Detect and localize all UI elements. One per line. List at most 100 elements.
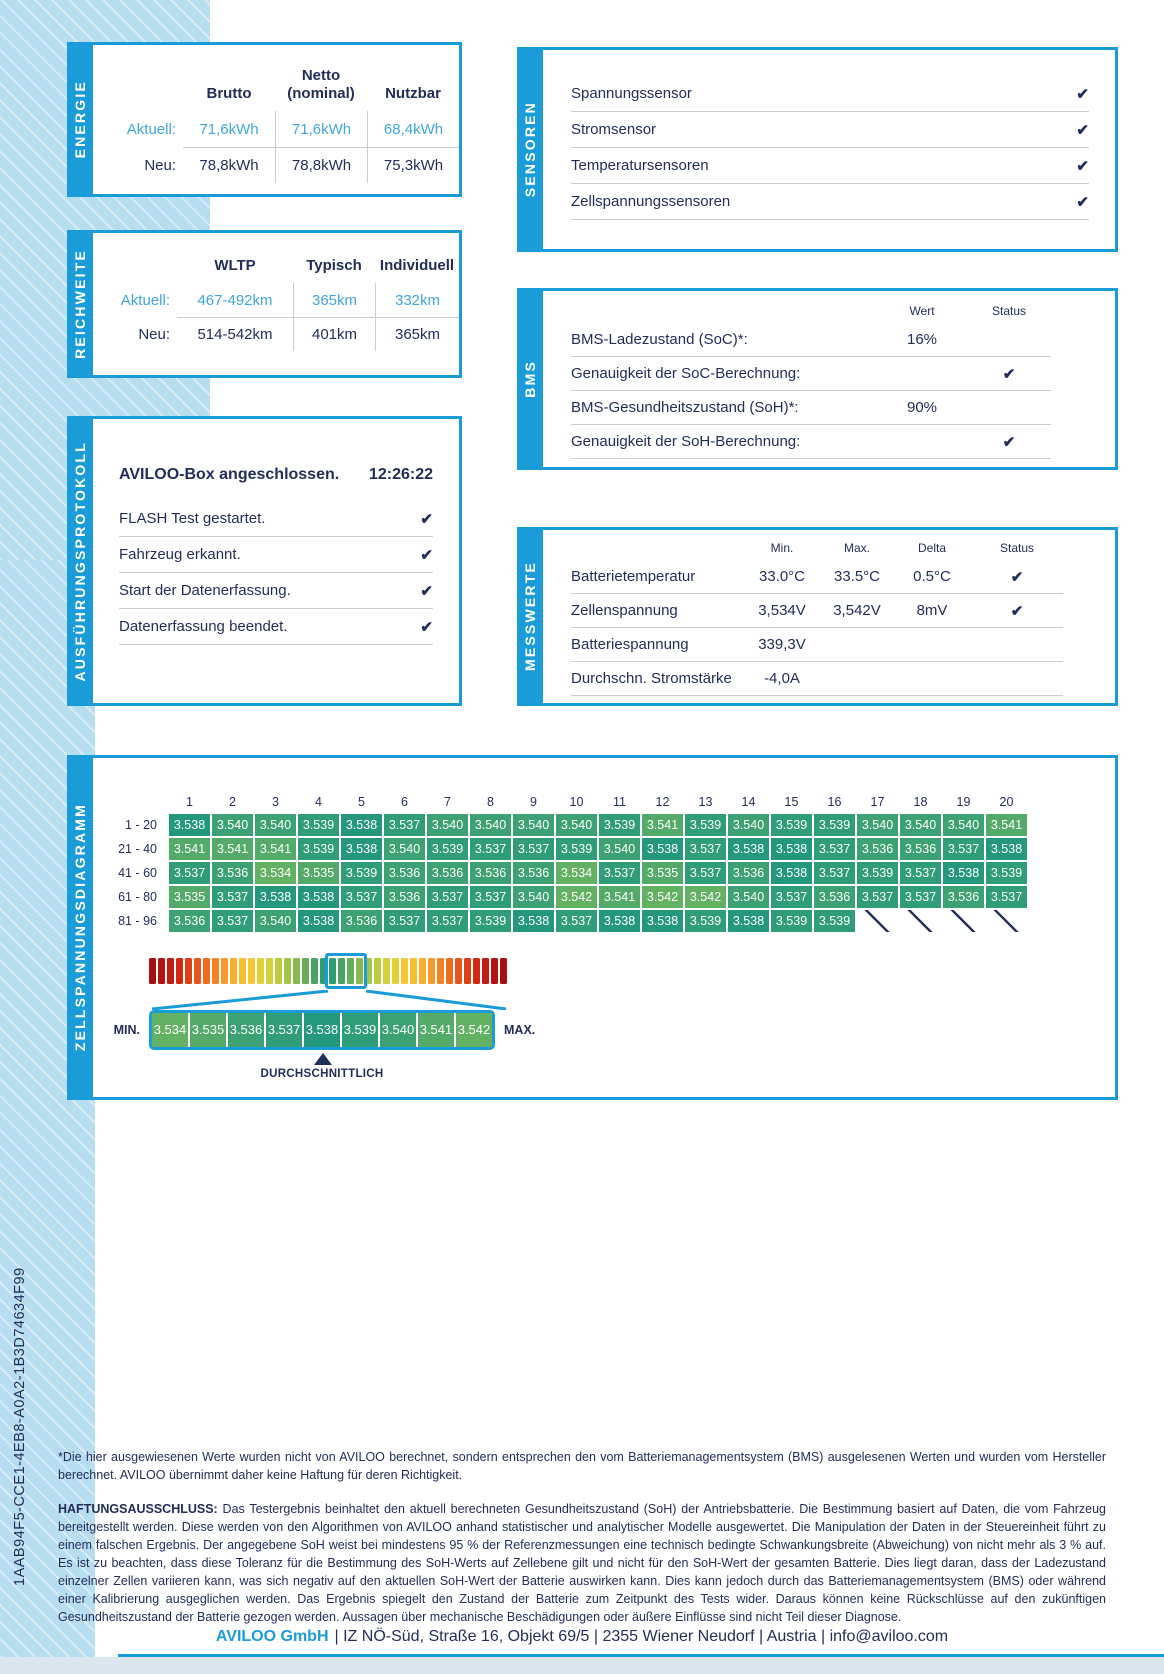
min-value: 33.0°C bbox=[758, 568, 806, 585]
disclaimer-text: Das Testergebnis beinhaltet den aktuell … bbox=[58, 1502, 1106, 1624]
diagramm-label-bar: ZELLSPANNUNGSDIAGRAMM bbox=[67, 755, 93, 1100]
cell-voltage-value: 3.537 bbox=[771, 886, 812, 908]
check-icon: ✔ bbox=[1010, 568, 1024, 586]
cell-voltage-value: 3.538 bbox=[298, 910, 339, 932]
column-header: 1 bbox=[186, 795, 193, 809]
cell-voltage-value: 3.537 bbox=[986, 886, 1027, 908]
column-header: 17 bbox=[870, 795, 885, 809]
gradient-segment bbox=[239, 958, 246, 984]
cell-voltage-value: 3.538 bbox=[341, 838, 382, 860]
bms-row-label: BMS-Ladezustand (SoC)*: bbox=[571, 331, 748, 348]
gradient-bar bbox=[149, 958, 507, 984]
bms-row-value: 16% bbox=[906, 331, 938, 348]
section-reichweite: REICHWEITE WLTP Typisch Individuell Aktu… bbox=[67, 230, 462, 378]
cell-voltage-value: 3.539 bbox=[470, 910, 511, 932]
column-header: 13 bbox=[698, 795, 713, 809]
check-icon: ✔ bbox=[1010, 602, 1024, 620]
gradient-segment bbox=[176, 958, 183, 984]
reichweite-table: WLTP Typisch Individuell Aktuell: 467-49… bbox=[93, 233, 459, 351]
cell-voltage-value: 3.537 bbox=[513, 838, 554, 860]
gradient-segment bbox=[401, 958, 408, 984]
column-header: 18 bbox=[913, 795, 928, 809]
cell-voltage-value: 3.538 bbox=[642, 910, 683, 932]
cell-voltage-value: 3.534 bbox=[556, 862, 597, 884]
cell-voltage-value: 3.539 bbox=[298, 814, 339, 836]
disclaimer: HAFTUNGSAUSSCHLUSS: Das Testergebnis bei… bbox=[58, 1500, 1106, 1626]
column-header: 20 bbox=[999, 795, 1014, 809]
gradient-segment bbox=[266, 958, 273, 984]
cell-voltage-value: 3.537 bbox=[685, 838, 726, 860]
col-header: Typisch bbox=[306, 257, 362, 275]
cell-voltage-value: 3.540 bbox=[384, 838, 425, 860]
messwerte-row-label: Batterietemperatur bbox=[571, 568, 696, 585]
check-icon: ✔ bbox=[420, 510, 433, 528]
row-label: Neu: bbox=[138, 325, 170, 343]
col-header: Nutzbar bbox=[385, 85, 441, 103]
column-header: 4 bbox=[315, 795, 322, 809]
column-header: 6 bbox=[401, 795, 408, 809]
cell-voltage-value: 3.539 bbox=[986, 862, 1027, 884]
cell-voltage-value: 3.536 bbox=[857, 838, 898, 860]
reichweite-label: REICHWEITE bbox=[72, 249, 88, 359]
max-value: 33.5°C bbox=[833, 568, 881, 585]
cell-voltage-value: 3.538 bbox=[298, 886, 339, 908]
column-header: 14 bbox=[741, 795, 756, 809]
cell-voltage-value: 3.536 bbox=[728, 862, 769, 884]
messwerte-col-header: Status bbox=[999, 541, 1035, 555]
gradient-segment bbox=[185, 958, 192, 984]
cell-voltage-value: 3.541 bbox=[642, 814, 683, 836]
gradient-segment bbox=[365, 958, 372, 984]
gradient-segment bbox=[410, 958, 417, 984]
bms-col-header: Wert bbox=[909, 304, 935, 318]
row-label: 81 - 96 bbox=[118, 914, 157, 928]
cell-voltage-value: 3.538 bbox=[986, 838, 1027, 860]
energie-box: Brutto Netto (nominal) Nutzbar Aktuell: … bbox=[93, 42, 462, 197]
cell-voltage-value: 3.542 bbox=[642, 886, 683, 908]
messwerte-row-label: Batteriespannung bbox=[571, 636, 689, 653]
gradient-segment bbox=[257, 958, 264, 984]
cell-voltage-value: 3.540 bbox=[255, 814, 296, 836]
cell-voltage-value: 3.538 bbox=[642, 838, 683, 860]
value-cell: 365km bbox=[375, 317, 459, 351]
gradient-highlight-box bbox=[325, 953, 367, 989]
cell-voltage-value: 3.537 bbox=[341, 886, 382, 908]
value-cell: 467-492km bbox=[197, 291, 273, 309]
cell-voltage-value: 3.537 bbox=[599, 862, 640, 884]
section-sensoren: SENSOREN Spannungssensor ✔ Stromsensor ✔ T… bbox=[517, 47, 1118, 252]
energie-label-bar: ENERGIE bbox=[67, 42, 93, 197]
protokoll-header-text: AVILOO-Box angeschlossen. bbox=[119, 466, 340, 483]
sensoren-label: SENSOREN bbox=[522, 101, 538, 198]
cell-voltage-value: 3.539 bbox=[814, 910, 855, 932]
check-icon: ✔ bbox=[1076, 85, 1089, 103]
cell-voltage-value: 3.538 bbox=[599, 910, 640, 932]
check-icon: ✔ bbox=[420, 582, 433, 600]
column-header: 16 bbox=[827, 795, 842, 809]
column-header: 2 bbox=[229, 795, 236, 809]
protokoll-item-text: Fahrzeug erkannt. bbox=[119, 546, 241, 563]
bms-row: Genauigkeit der SoC-Berechnung: ✔ bbox=[571, 357, 1051, 391]
gradient-segment bbox=[446, 958, 453, 984]
reichweite-label-bar: REICHWEITE bbox=[67, 230, 93, 378]
gradient-segment bbox=[455, 958, 462, 984]
messwerte-header-row: Min. Max. Delta Status bbox=[571, 536, 1063, 560]
gradient-segment bbox=[302, 958, 309, 984]
messwerte-label-bar: MESSWERTE bbox=[517, 527, 543, 706]
row-label: Neu: bbox=[144, 156, 176, 174]
cell-voltage-value: 3.538 bbox=[513, 910, 554, 932]
cell-voltage-value: 3.536 bbox=[384, 886, 425, 908]
cell-voltage-value: 3.542 bbox=[556, 886, 597, 908]
cell-voltage-value: 3.540 bbox=[556, 814, 597, 836]
cell-voltage-value: 3.536 bbox=[900, 838, 941, 860]
protokoll-item-text: Datenerfassung beendet. bbox=[119, 618, 288, 635]
cell-voltage-value: 3.535 bbox=[169, 886, 210, 908]
row-label: Aktuell: bbox=[120, 291, 170, 309]
section-bms: BMS Wert Status BMS-Ladezustand (SoC)*: … bbox=[517, 288, 1118, 470]
column-header: 19 bbox=[956, 795, 971, 809]
column-header: 8 bbox=[487, 795, 494, 809]
cell-voltage-value: 3.539 bbox=[599, 814, 640, 836]
cell-voltage-value: 3.536 bbox=[943, 886, 984, 908]
protokoll-item: Datenerfassung beendet. ✔ bbox=[119, 609, 433, 645]
diagramm-label: ZELLSPANNUNGSDIAGRAMM bbox=[72, 803, 88, 1052]
gradient-segment bbox=[500, 958, 507, 984]
value-cell: 401km bbox=[293, 317, 375, 351]
